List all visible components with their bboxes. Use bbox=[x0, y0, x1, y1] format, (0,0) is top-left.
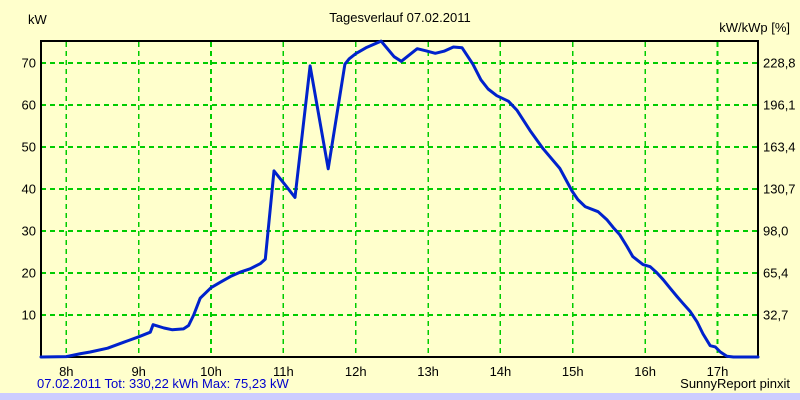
x-axis-tick-label: 17h bbox=[706, 364, 729, 379]
x-axis-tick-label: 8h bbox=[59, 364, 74, 379]
y-axis-tick-label-right: 228,8 bbox=[763, 55, 796, 71]
x-axis-tick-label: 14h bbox=[489, 364, 512, 379]
x-axis-tick-label: 9h bbox=[131, 364, 146, 379]
y-axis-tick-label-left: 30 bbox=[21, 223, 36, 239]
y-axis-tick-label-left: 20 bbox=[21, 265, 36, 281]
y-axis-tick-label-right: 65,4 bbox=[763, 265, 789, 281]
bottom-bar bbox=[0, 393, 800, 400]
y-axis-unit-right: kW/kWp [%] bbox=[719, 20, 790, 35]
y-axis-tick-label-right: 130,7 bbox=[763, 181, 796, 197]
y-axis-tick-label-left: 50 bbox=[21, 139, 36, 155]
x-axis-tick-label: 15h bbox=[561, 364, 584, 379]
chart-title: Tagesverlauf 07.02.2011 bbox=[329, 10, 471, 25]
power-curve bbox=[39, 39, 760, 359]
y-axis-tick-label-left: 60 bbox=[21, 97, 36, 113]
y-axis-tick-label-right: 196,1 bbox=[763, 97, 796, 113]
plot-border bbox=[40, 40, 759, 358]
x-axis-tick-label: 12h bbox=[344, 364, 367, 379]
y-axis-unit-left: kW bbox=[28, 12, 47, 27]
x-axis-tick-label: 16h bbox=[634, 364, 656, 379]
footer-credit: SunnyReport pinxit bbox=[680, 376, 790, 391]
y-axis-tick-label-left: 40 bbox=[21, 181, 36, 197]
y-axis-tick-label-left: 70 bbox=[21, 55, 36, 71]
x-axis-tick-label: 13h bbox=[417, 364, 439, 379]
y-axis-tick-label-left: 10 bbox=[21, 307, 36, 323]
gridlines bbox=[41, 42, 758, 358]
y-axis-tick-label-right: 163,4 bbox=[763, 139, 796, 155]
footer-summary: 07.02.2011 Tot: 330,22 kWh Max: 75,23 kW bbox=[37, 376, 289, 391]
y-axis-tick-label-right: 98,0 bbox=[763, 223, 789, 239]
x-axis-tick-label: 11h bbox=[273, 364, 294, 379]
y-axis-tick-label-right: 32,7 bbox=[763, 307, 789, 323]
x-axis-tick-label: 10h bbox=[200, 364, 222, 379]
